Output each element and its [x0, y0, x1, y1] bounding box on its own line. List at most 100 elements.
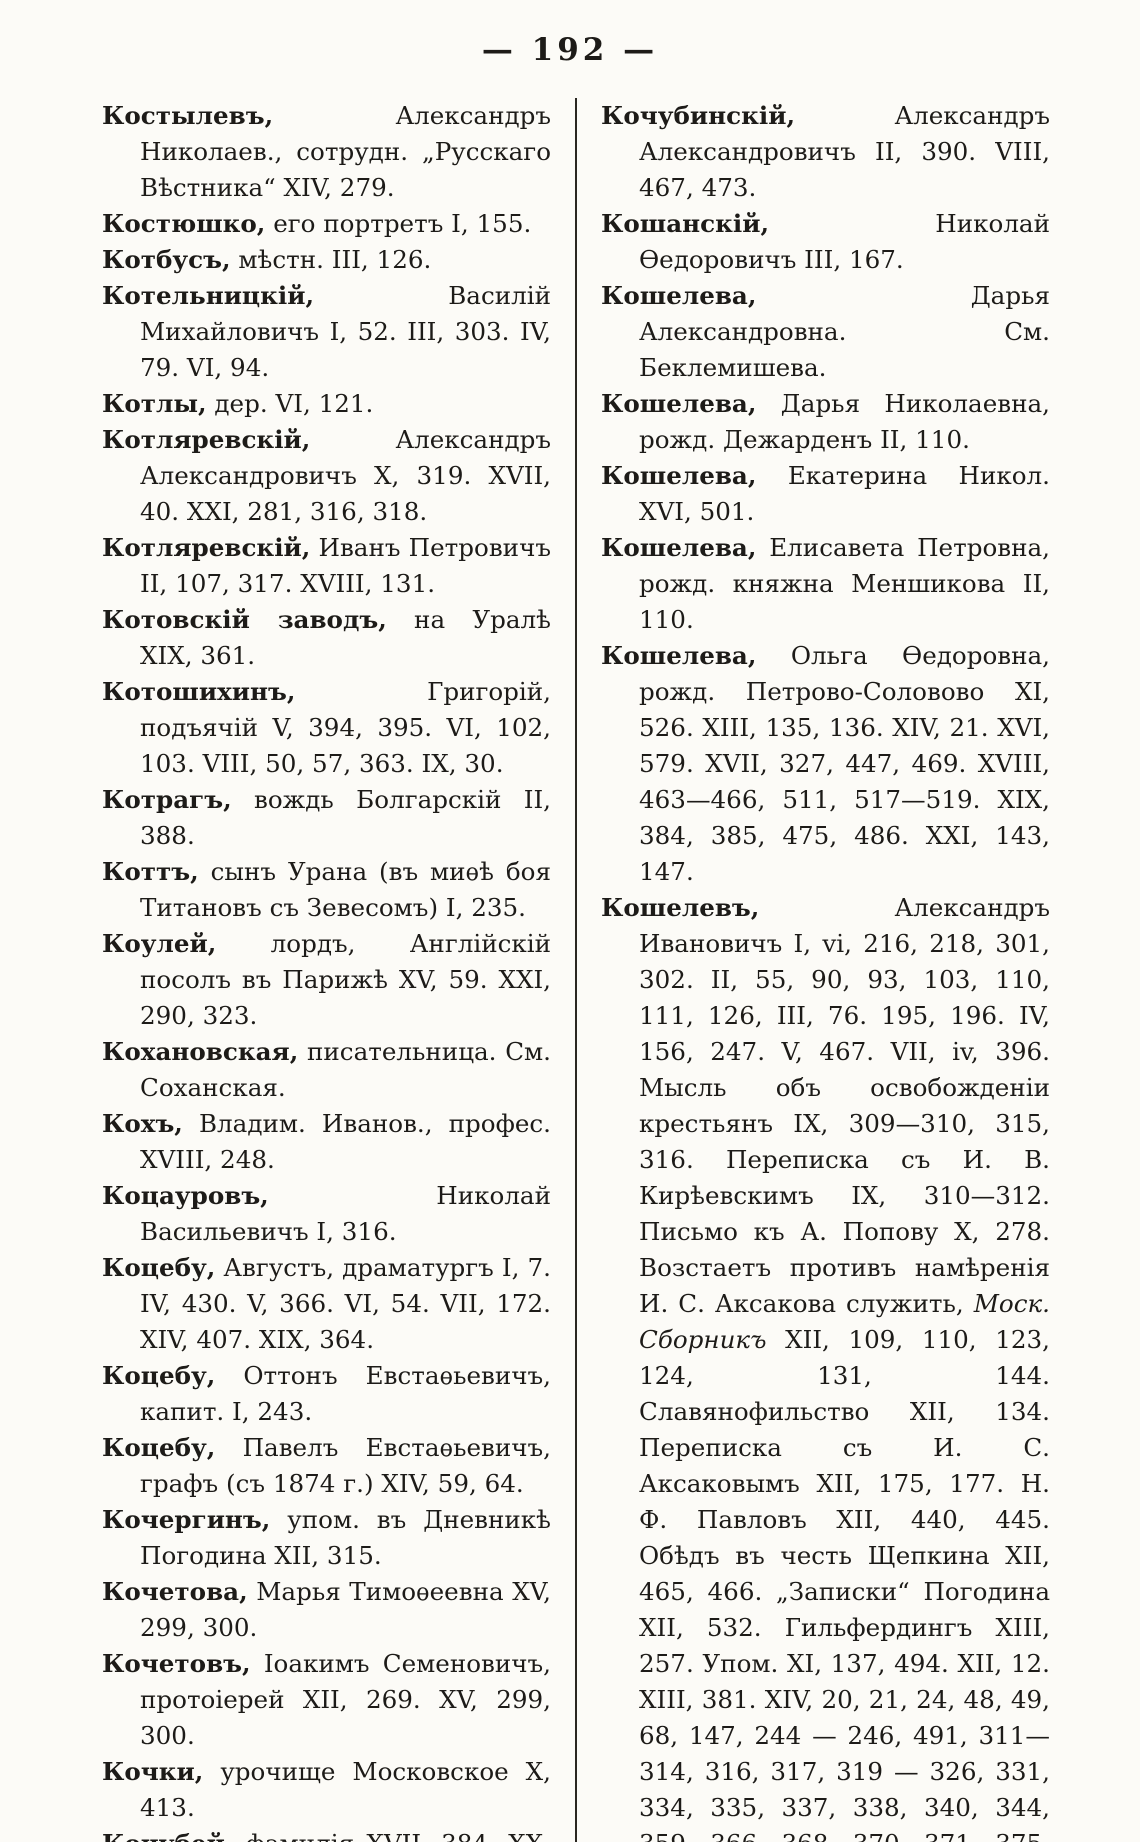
left-column: Костылевъ, Александръ Николаев., сотрудн…	[102, 98, 551, 1842]
entry-text: XII, 109, 110, 123, 124, 131, 144. Славя…	[639, 1325, 1050, 1842]
index-entry: Коцебу, Августъ, драматургъ I, 7. IV, 43…	[102, 1250, 551, 1358]
entry-text: сынъ Урана (въ миѳѣ боя Титановъ съ Зеве…	[140, 857, 551, 922]
entry-headword: Коцебу,	[102, 1433, 216, 1462]
entry-text: Александръ Ивановичъ I, vi, 216, 218, 30…	[639, 893, 1050, 1318]
entry-text: Дарья Александровна. См. Беклемишева.	[639, 281, 1050, 382]
index-entry: Кохановская, писательница. См. Соханская…	[102, 1034, 551, 1106]
entry-text: урочище Московское X, 413.	[140, 1757, 551, 1822]
index-entry: Кошанскій, Николай Ѳедоровичъ III, 167.	[601, 206, 1050, 278]
entry-text: Августъ, драматургъ I, 7. IV, 430. V, 36…	[140, 1253, 551, 1354]
entry-text: Александръ Николаев., сотрудн. „Русскаго…	[140, 101, 551, 202]
entry-text: упом. въ Дневникѣ Погодина XII, 315.	[140, 1505, 551, 1570]
index-entry: Кошелева, Дарья Александровна. См. Бекле…	[601, 278, 1050, 386]
entry-headword: Котовскій заводъ,	[102, 605, 387, 634]
entry-text: дер. VI, 121.	[214, 389, 374, 418]
index-entry: Котляревскій, Иванъ Петровичъ II, 107, 3…	[102, 530, 551, 602]
index-columns: Костылевъ, Александръ Николаев., сотрудн…	[102, 98, 1050, 1842]
entry-text: Екатерина Никол. XVI, 501.	[639, 461, 1050, 526]
index-entry: Кошелева, Елисавета Петровна, рожд. княж…	[601, 530, 1050, 638]
entry-text: Николай Васильевичъ I, 316.	[140, 1181, 551, 1246]
index-entry: Кошелева, Дарья Николаевна, рожд. Дежард…	[601, 386, 1050, 458]
index-entry: Котлы, дер. VI, 121.	[102, 386, 551, 422]
entry-text: Марья Тимоѳеевна XV, 299, 300.	[140, 1577, 551, 1642]
index-entry: Кочки, урочище Московское X, 413.	[102, 1754, 551, 1826]
entry-text: писательница. См. Соханская.	[140, 1037, 551, 1102]
entry-text: Григорій, подъячій V, 394, 395. VI, 102,…	[140, 677, 551, 778]
index-entry: Кошелевъ, Александръ Ивановичъ I, vi, 21…	[601, 890, 1050, 1842]
entry-headword: Котляревскій,	[102, 425, 311, 454]
index-entry: Коулей, лордъ, Англійскій посолъ въ Пари…	[102, 926, 551, 1034]
entry-headword: Кошанскій,	[601, 209, 770, 238]
entry-headword: Кочетовъ,	[102, 1649, 251, 1678]
index-entry: Кочетова, Марья Тимоѳеевна XV, 299, 300.	[102, 1574, 551, 1646]
index-entry: Коцебу, Оттонъ Евстаѳьевичъ, капит. I, 2…	[102, 1358, 551, 1430]
entry-text: Ольга Ѳедоровна, рожд. Петрово-Соловово …	[639, 641, 1050, 886]
entry-headword: Коцебу,	[102, 1361, 216, 1390]
index-entry: Костылевъ, Александръ Николаев., сотрудн…	[102, 98, 551, 206]
index-entry: Коцауровъ, Николай Васильевичъ I, 316.	[102, 1178, 551, 1250]
index-entry: Коттъ, сынъ Урана (въ миѳѣ боя Титановъ …	[102, 854, 551, 926]
page-number: — 192 —	[481, 32, 659, 68]
entry-text: Іоакимъ Семеновичъ, протоіерей XII, 269.…	[140, 1649, 551, 1750]
entry-headword: Кочубинскій,	[601, 101, 796, 130]
entry-text: Александръ Александровичъ X, 319. XVII, …	[140, 425, 551, 526]
entry-text: Николай Ѳедоровичъ III, 167.	[639, 209, 1050, 274]
index-entry: Кочетовъ, Іоакимъ Семеновичъ, протоіерей…	[102, 1646, 551, 1754]
entry-headword: Котрагъ,	[102, 785, 232, 814]
entry-headword: Кохановская,	[102, 1037, 299, 1066]
entry-text: Владим. Иванов., профес. XVIII, 248.	[140, 1109, 551, 1174]
entry-headword: Коцауровъ,	[102, 1181, 269, 1210]
index-entry: Кошелева, Ольга Ѳедоровна, рожд. Петрово…	[601, 638, 1050, 890]
entry-text: Елисавета Петровна, рожд. княжна Меншико…	[639, 533, 1050, 634]
column-divider-rule	[575, 98, 577, 1842]
entry-headword: Котошихинъ,	[102, 677, 296, 706]
entry-text: Дарья Николаевна, рожд. Дежарденъ II, 11…	[639, 389, 1050, 454]
entry-text: фамилія XVII, 384. XX, 331.	[140, 1829, 551, 1842]
entry-text: Александръ Александровичъ II, 390. VIII,…	[639, 101, 1050, 202]
entry-headword: Костылевъ,	[102, 101, 274, 130]
entry-headword: Кочетова,	[102, 1577, 248, 1606]
index-entry: Котошихинъ, Григорій, подъячій V, 394, 3…	[102, 674, 551, 782]
entry-headword: Котляревскій,	[102, 533, 311, 562]
entry-headword: Кошелева,	[601, 281, 757, 310]
entry-text: лордъ, Англійскій посолъ въ Парижѣ XV, 5…	[140, 929, 551, 1030]
index-entry: Котбусъ, мѣстн. III, 126.	[102, 242, 551, 278]
entry-headword: Костюшко,	[102, 209, 266, 238]
entry-headword: Котельницкій,	[102, 281, 315, 310]
index-entry: Коцебу, Павелъ Евстаѳьевичъ, графъ (съ 1…	[102, 1430, 551, 1502]
entry-headword: Коттъ,	[102, 857, 199, 886]
entry-headword: Котлы,	[102, 389, 207, 418]
index-entry: Кохъ, Владим. Иванов., профес. XVIII, 24…	[102, 1106, 551, 1178]
entry-headword: Коулей,	[102, 929, 217, 958]
entry-text: Павелъ Евстаѳьевичъ, графъ (съ 1874 г.) …	[140, 1433, 551, 1498]
entry-headword: Кочки,	[102, 1757, 204, 1786]
entry-headword: Кошелевъ,	[601, 893, 760, 922]
entry-headword: Коцебу,	[102, 1253, 216, 1282]
entry-headword: Кошелева,	[601, 641, 757, 670]
entry-headword: Кошелева,	[601, 533, 757, 562]
index-entry: Кочубинскій, Александръ Александровичъ I…	[601, 98, 1050, 206]
right-column: Кочубинскій, Александръ Александровичъ I…	[601, 98, 1050, 1842]
entry-headword: Кохъ,	[102, 1109, 183, 1138]
entry-headword: Котбусъ,	[102, 245, 231, 274]
index-entry: Котовскій заводъ, на Уралѣ XIX, 361.	[102, 602, 551, 674]
index-entry: Котрагъ, вождь Болгарскій II, 388.	[102, 782, 551, 854]
index-entry: Котельницкій, Василій Михайловичъ I, 52.…	[102, 278, 551, 386]
entry-text: Иванъ Петровичъ II, 107, 317. XVIII, 131…	[140, 533, 551, 598]
index-entry: Котляревскій, Александръ Александровичъ …	[102, 422, 551, 530]
entry-text: Василій Михайловичъ I, 52. III, 303. IV,…	[140, 281, 551, 382]
entry-text: его портретъ I, 155.	[273, 209, 532, 238]
entry-headword: Кошелева,	[601, 389, 757, 418]
entry-text: Оттонъ Евстаѳьевичъ, капит. I, 243.	[140, 1361, 551, 1426]
entry-text: Моск. Сборникъ	[639, 1289, 1050, 1354]
entry-text: мѣстн. III, 126.	[238, 245, 432, 274]
entry-headword: Кошелева,	[601, 461, 757, 490]
index-entry: Кошелева, Екатерина Никол. XVI, 501.	[601, 458, 1050, 530]
entry-headword: Кочергинъ,	[102, 1505, 271, 1534]
index-entry: Кочубей, фамилія XVII, 384. XX, 331.	[102, 1826, 551, 1842]
entry-text: на Уралѣ XIX, 361.	[140, 605, 551, 670]
index-entry: Кочергинъ, упом. въ Дневникѣ Погодина XI…	[102, 1502, 551, 1574]
entry-text: вождь Болгарскій II, 388.	[140, 785, 551, 850]
index-entry: Костюшко, его портретъ I, 155.	[102, 206, 551, 242]
